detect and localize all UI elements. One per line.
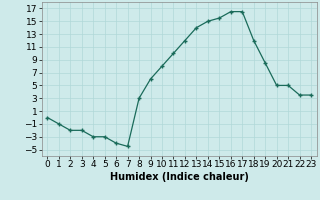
X-axis label: Humidex (Indice chaleur): Humidex (Indice chaleur) [110,172,249,182]
